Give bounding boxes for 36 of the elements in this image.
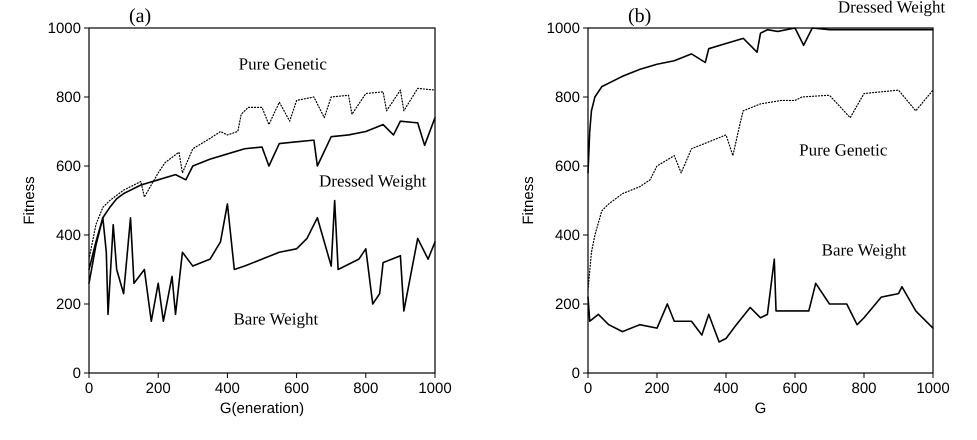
y-tick-label: 1000 bbox=[48, 20, 81, 37]
y-tick-label: 800 bbox=[554, 89, 580, 106]
x-tick-label: 600 bbox=[284, 380, 310, 397]
x-tick-label: 400 bbox=[713, 380, 739, 397]
y-tick-label: 800 bbox=[56, 89, 81, 106]
y-tick-label: 1000 bbox=[546, 20, 580, 37]
x-tick-label: 200 bbox=[644, 380, 670, 397]
y-axis-title: Fitness bbox=[21, 176, 38, 225]
y-axis-title: Fitness bbox=[520, 176, 537, 225]
x-tick-label: 400 bbox=[214, 380, 240, 397]
y-tick-label: 400 bbox=[56, 227, 81, 244]
chart-title: (b) bbox=[628, 5, 652, 27]
y-tick-label: 0 bbox=[72, 365, 81, 382]
y-tick-label: 400 bbox=[554, 227, 580, 244]
y-tick-label: 600 bbox=[56, 158, 81, 175]
series-label: Dressed Weight bbox=[838, 0, 946, 16]
x-tick-label: 600 bbox=[782, 380, 808, 397]
x-tick-label: 800 bbox=[353, 380, 378, 397]
y-tick-label: 200 bbox=[554, 296, 580, 313]
series-label: Dressed Weight bbox=[319, 172, 427, 191]
x-tick-label: 200 bbox=[146, 380, 171, 397]
x-tick-label: 0 bbox=[584, 380, 592, 397]
y-tick-label: 200 bbox=[56, 296, 81, 313]
x-tick-label: 1000 bbox=[916, 380, 950, 397]
y-tick-label: 0 bbox=[572, 365, 580, 382]
x-tick-label: 800 bbox=[851, 380, 877, 397]
series-label: Pure Genetic bbox=[238, 54, 328, 74]
x-axis-title: G(eneration) bbox=[220, 400, 304, 417]
y-tick-label: 600 bbox=[554, 158, 580, 175]
x-tick-label: 0 bbox=[84, 380, 94, 397]
x-tick-label: 1000 bbox=[418, 380, 452, 397]
series-label: Bare Weight bbox=[822, 240, 907, 260]
series-label: Pure Genetic bbox=[799, 140, 888, 160]
chart-title: (a) bbox=[129, 5, 152, 27]
x-axis-title: G bbox=[754, 400, 766, 417]
text: Bare Weight bbox=[233, 310, 318, 329]
